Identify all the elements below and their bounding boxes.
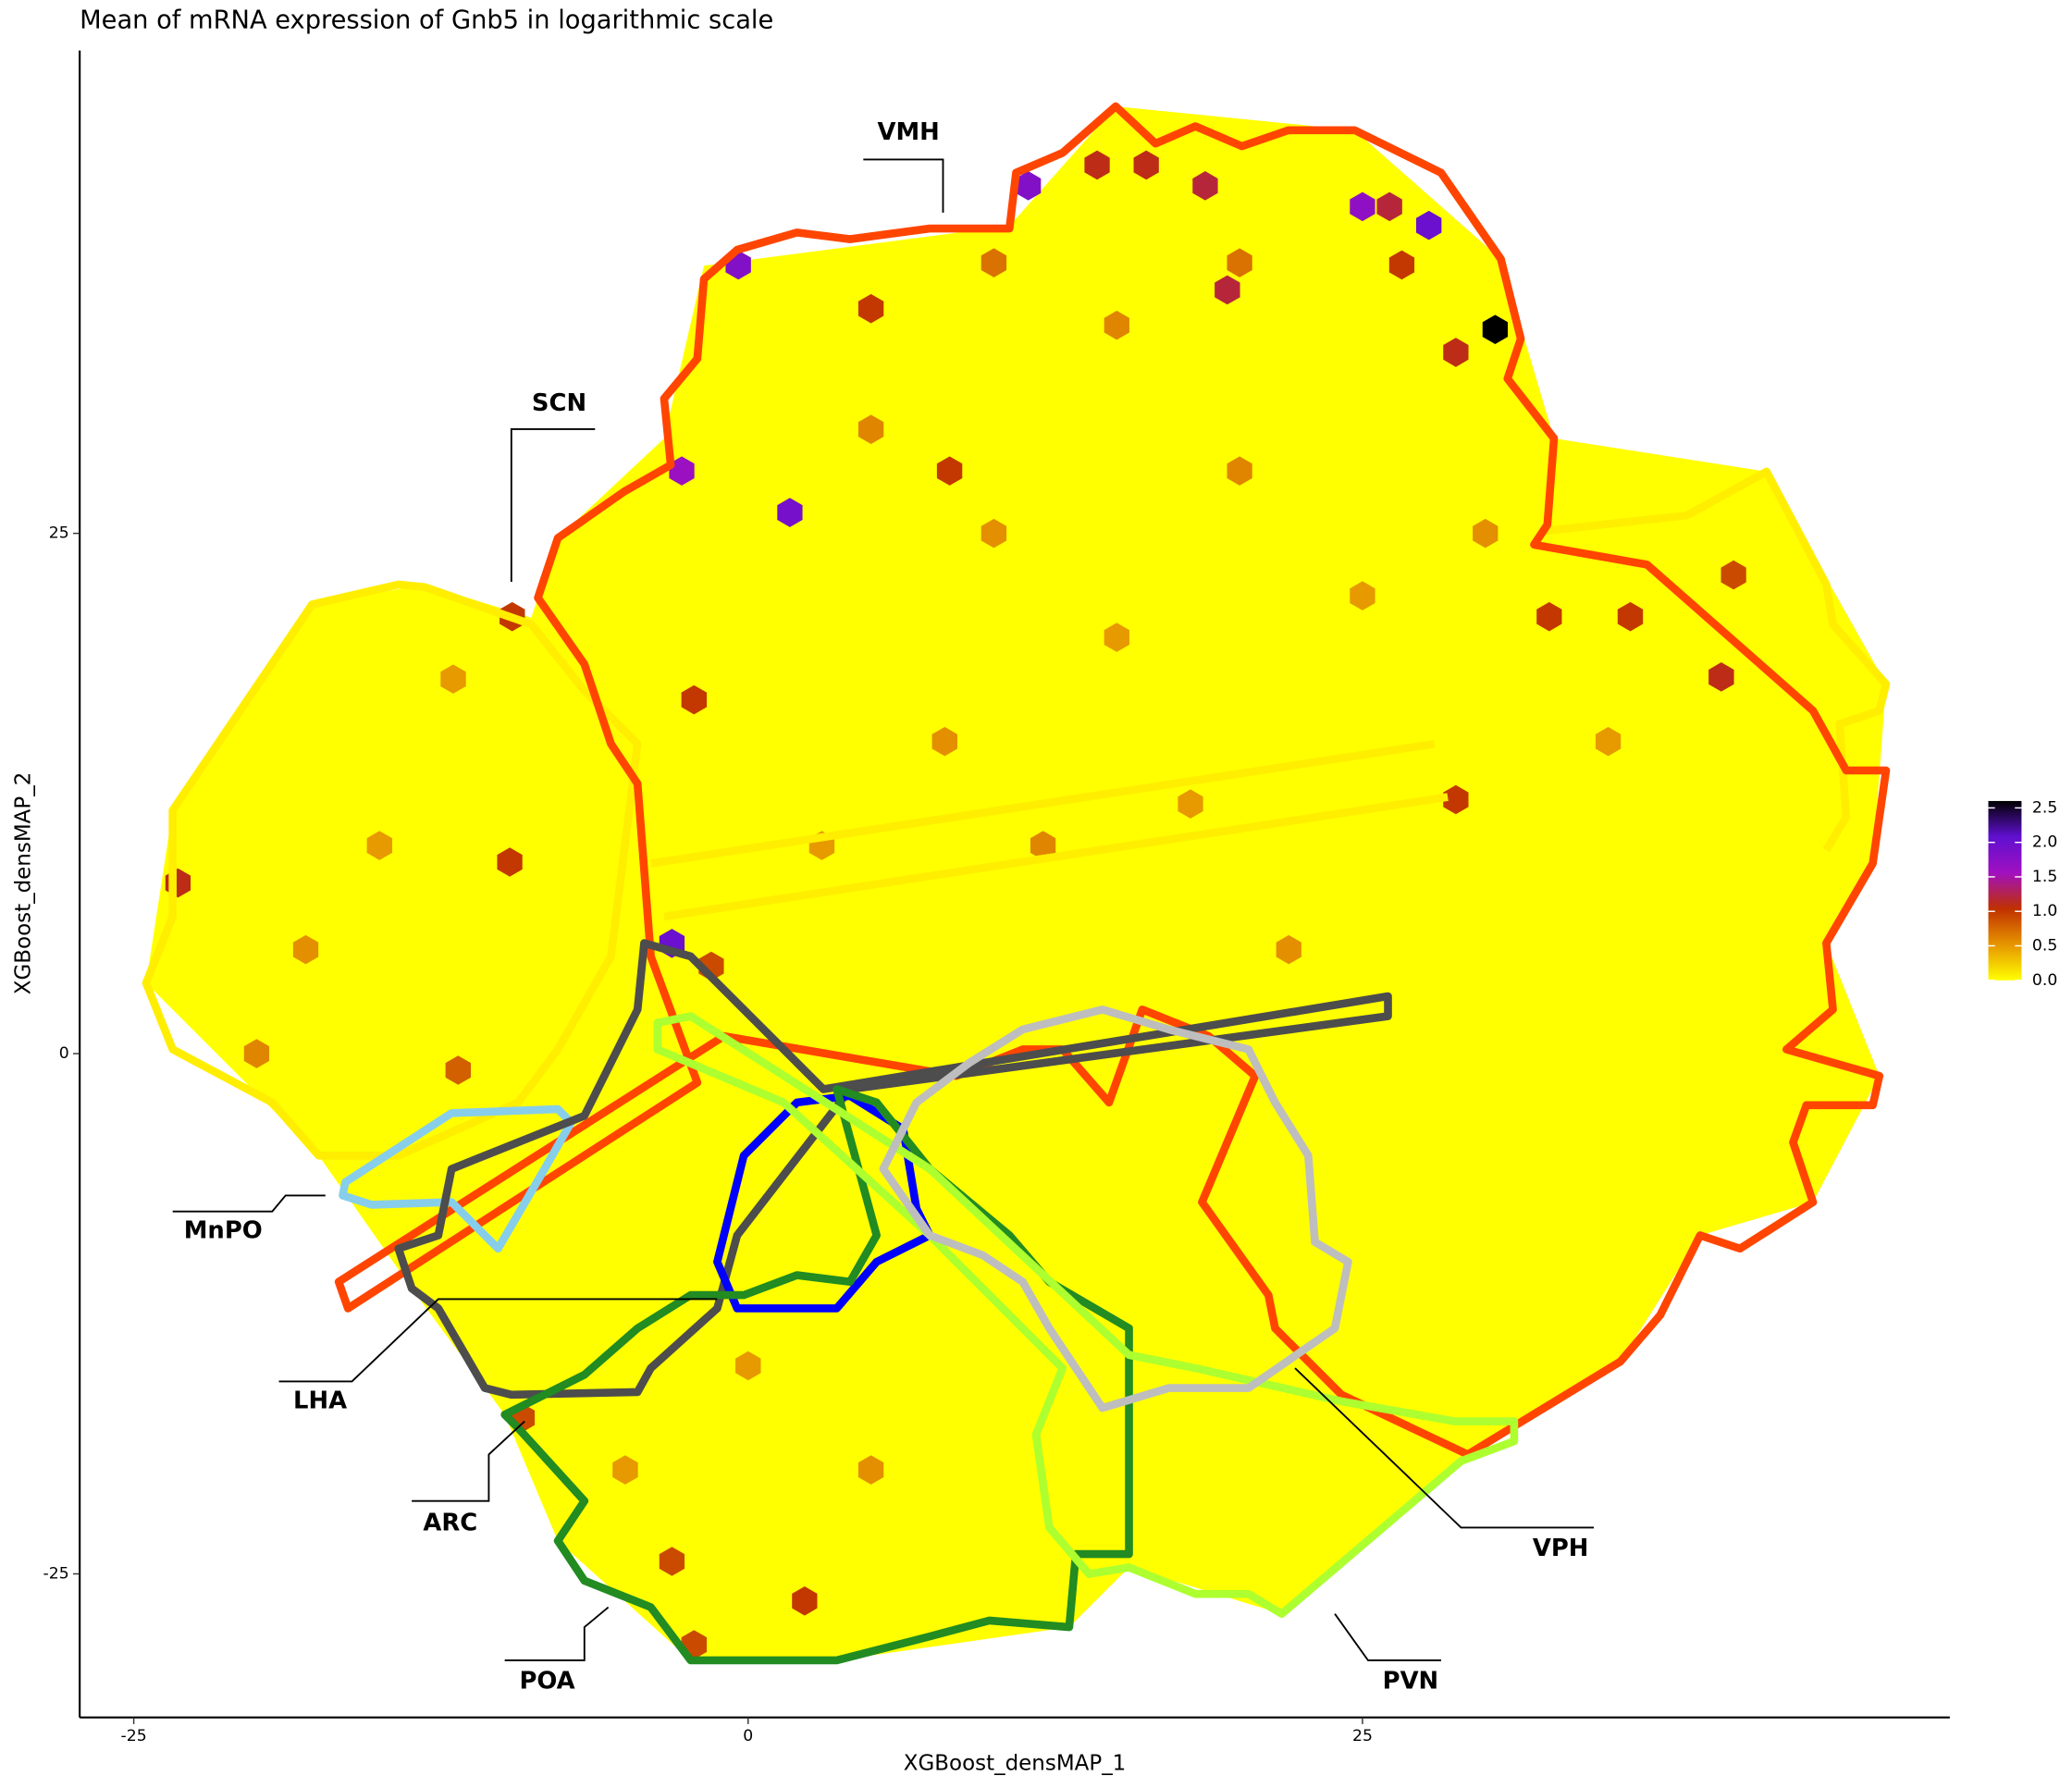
hex-bin — [1104, 310, 1129, 340]
hex-bin — [1350, 581, 1375, 610]
x-tick-label: 0 — [743, 1727, 753, 1745]
hex-bin — [681, 684, 708, 715]
vmh-outline — [334, 102, 1891, 1459]
hex-bin — [1133, 150, 1159, 180]
hex-bin — [1617, 601, 1644, 632]
hex-bin — [445, 1055, 472, 1085]
y-tick-label: -25 — [43, 1564, 69, 1583]
hex-bin — [292, 934, 319, 965]
hex-bin — [1084, 150, 1110, 180]
region-label: LHA — [293, 1387, 347, 1414]
colorbar-label: 1.5 — [2032, 868, 2057, 886]
hex-bin — [1720, 560, 1746, 590]
leader-line — [863, 158, 944, 213]
hex-bin — [243, 1039, 270, 1068]
x-tick-label: 25 — [1352, 1727, 1373, 1745]
poa-outline — [500, 1085, 1133, 1665]
y-axis-title: XGBoost_densMAP_2 — [11, 772, 35, 995]
leader-line — [510, 427, 596, 583]
hex-bin — [1104, 623, 1129, 652]
hex-bin — [1215, 275, 1240, 305]
leader-line — [172, 1194, 326, 1213]
hex-bin — [440, 664, 466, 694]
region-label: PVN — [1383, 1667, 1439, 1695]
hex-bin — [1192, 171, 1218, 201]
hex-bin — [931, 726, 957, 757]
hex-bin — [669, 456, 695, 486]
leader-line — [1294, 1367, 1595, 1529]
data-area — [145, 105, 1886, 1660]
hex-bin — [1276, 934, 1301, 965]
chart-title: Mean of mRNA expression of Gnb5 in logar… — [80, 6, 773, 35]
hex-bin — [1536, 601, 1562, 632]
hex-bin — [936, 456, 963, 486]
hex-bin — [857, 293, 884, 324]
hex-bin — [1227, 248, 1252, 278]
colorbar-label: 0.0 — [2032, 971, 2057, 990]
hex-bin — [1595, 726, 1622, 757]
x-axis-title: XGBoost_densMAP_1 — [904, 1751, 1127, 1775]
hex-bin — [1227, 456, 1252, 486]
hex-bin — [1443, 784, 1469, 815]
hex-bin — [1178, 789, 1203, 819]
hex-bin — [980, 248, 1007, 278]
hex-bin — [1015, 171, 1042, 201]
region-label: POA — [519, 1667, 574, 1695]
hex-bin — [659, 1547, 685, 1576]
region-label: SCN — [532, 389, 586, 417]
hex-bin — [497, 847, 523, 877]
region-label: VPH — [1533, 1535, 1589, 1562]
hex-bin — [980, 518, 1007, 549]
region-labels: VMH SCN MnPO LHA ARC POA VPH PVN — [172, 118, 1595, 1695]
leader-line — [504, 1606, 610, 1661]
region-label: VMH — [877, 118, 939, 146]
pvn-outline — [653, 1012, 1519, 1619]
lha-outline — [394, 939, 1392, 1400]
y-tick-label: 25 — [49, 524, 69, 543]
hex-bin — [777, 498, 803, 527]
hex-bin — [1350, 191, 1375, 222]
hex-bin — [366, 831, 393, 860]
colorbar-label: 0.5 — [2032, 937, 2057, 956]
hex-bin — [1415, 210, 1442, 240]
scn-outline — [142, 580, 642, 1160]
y-tick-label: 0 — [59, 1044, 69, 1063]
colorbar — [1988, 800, 2022, 980]
hex-bin — [1388, 250, 1415, 280]
hex-bin — [1708, 662, 1734, 692]
hex-bin — [1473, 518, 1498, 549]
hex-bin — [1482, 314, 1509, 344]
hex-bin — [857, 414, 884, 444]
hex-bin — [612, 1455, 638, 1485]
colorbar-label: 2.0 — [2032, 833, 2057, 852]
hex-bin — [1376, 191, 1402, 222]
colorbar-label: 1.0 — [2032, 902, 2057, 920]
region-outlines — [142, 102, 1891, 1665]
hex-bin — [1443, 338, 1469, 367]
leader-line — [1334, 1613, 1441, 1661]
vph-outline — [879, 1005, 1352, 1412]
leader-line — [278, 1298, 718, 1383]
region-label: ARC — [423, 1510, 477, 1537]
region-label: MnPO — [184, 1217, 263, 1245]
hex-bin — [792, 1585, 818, 1616]
x-tick-label: -25 — [121, 1727, 147, 1745]
hex-bin — [735, 1350, 761, 1381]
mnpo-outline — [339, 1104, 575, 1253]
hex-bin — [1030, 831, 1056, 860]
colorbar-label: 2.5 — [2032, 798, 2057, 817]
hex-bin — [857, 1455, 884, 1485]
leader-line — [412, 1420, 525, 1502]
